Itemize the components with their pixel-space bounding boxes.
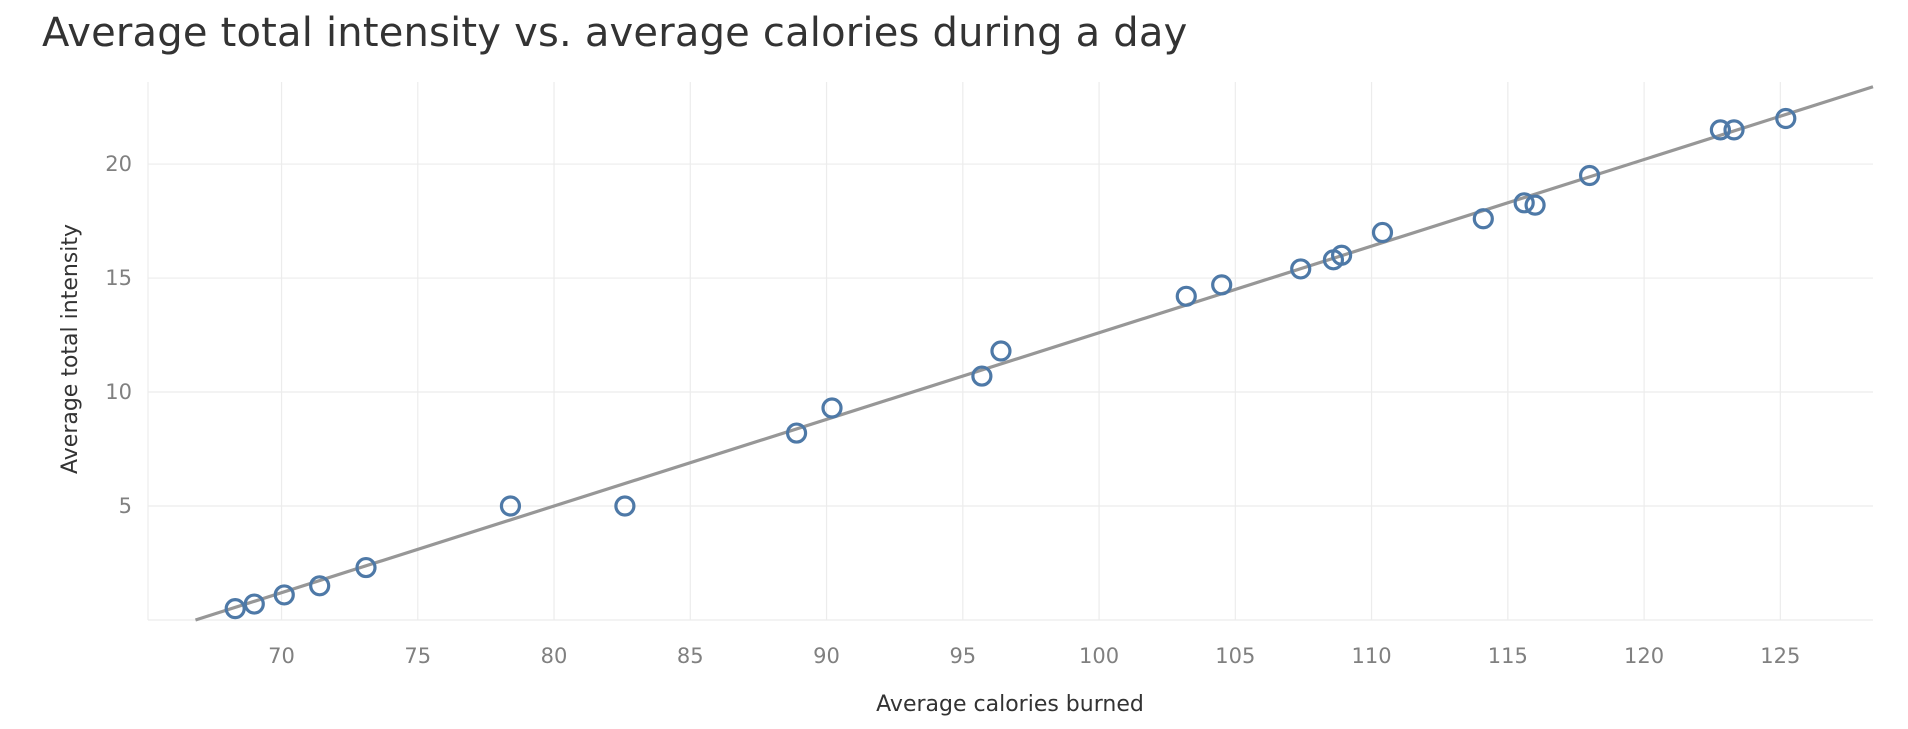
data-point — [273, 584, 295, 606]
x-tick-label: 90 — [813, 644, 840, 668]
x-tick-label: 80 — [541, 644, 568, 668]
data-point — [1472, 208, 1494, 230]
data-point — [1371, 221, 1394, 244]
data-point — [1723, 119, 1745, 141]
x-tick-label: 115 — [1488, 644, 1528, 668]
trend-line — [194, 85, 1874, 622]
data-point — [243, 593, 265, 615]
data-point — [224, 598, 246, 620]
data-point — [1290, 258, 1312, 280]
data-point — [355, 556, 377, 579]
x-tick-label: 110 — [1352, 644, 1392, 668]
x-axis-title: Average calories burned — [876, 692, 1144, 717]
y-tick-label: 10 — [105, 380, 132, 404]
data-point — [499, 495, 522, 517]
x-tick-label: 85 — [677, 644, 704, 668]
x-tick-label: 125 — [1760, 644, 1800, 668]
x-tick-label: 75 — [404, 644, 431, 668]
data-point — [614, 495, 636, 517]
data-point — [1513, 192, 1535, 214]
x-tick-label: 105 — [1215, 644, 1255, 668]
data-point — [1331, 244, 1353, 266]
data-point — [1211, 274, 1233, 296]
data-point — [990, 340, 1012, 362]
data-point — [971, 365, 993, 387]
data-point — [1775, 107, 1797, 130]
x-tick-label: 100 — [1079, 644, 1119, 668]
data-points — [224, 107, 1797, 620]
data-point — [1524, 194, 1546, 216]
x-tick-label: 120 — [1624, 644, 1664, 668]
trend-line-group — [194, 85, 1874, 622]
y-tick-label: 5 — [119, 494, 132, 518]
data-point — [821, 397, 843, 419]
data-point — [785, 422, 808, 444]
data-point — [309, 575, 331, 597]
data-point — [1578, 164, 1601, 187]
x-axis-ticks: 70 75 80 85 90 95 100 105 110 115 120 125 — [268, 644, 1800, 668]
chart-title: Average total intensity vs. average calo… — [42, 10, 1188, 56]
x-tick-label: 95 — [949, 644, 976, 668]
x-tick-label: 70 — [268, 644, 295, 668]
y-axis-title: Average total intensity — [58, 224, 83, 474]
data-point — [1175, 285, 1197, 307]
grid-lines — [147, 82, 1873, 621]
y-tick-label: 15 — [105, 266, 132, 290]
y-tick-label: 20 — [105, 152, 132, 176]
y-axis-ticks: 5 10 15 20 — [105, 152, 132, 518]
data-point — [1709, 119, 1731, 141]
